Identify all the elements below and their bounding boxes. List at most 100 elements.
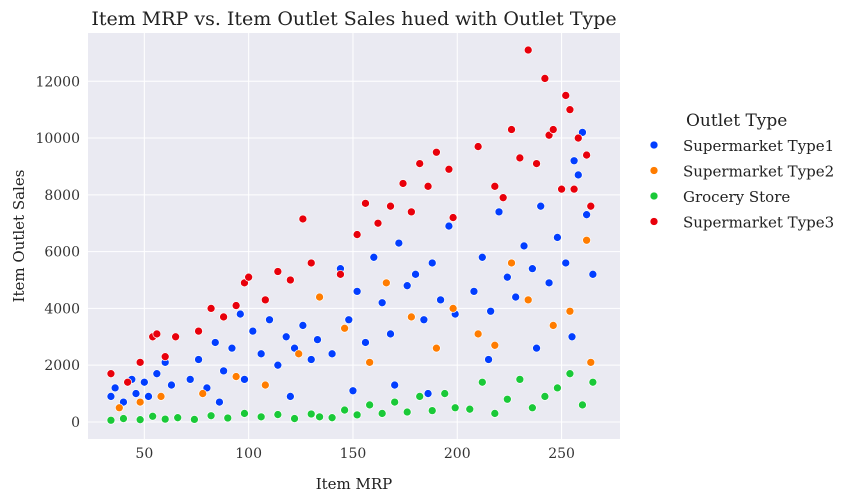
data-point (561, 91, 571, 100)
data-point (390, 397, 400, 407)
data-point (256, 349, 266, 359)
data-point (448, 304, 458, 313)
data-point (352, 410, 362, 420)
data-point (490, 181, 500, 191)
series-1 (114, 235, 596, 413)
data-point (352, 287, 362, 296)
legend-marker (649, 191, 659, 201)
data-point (477, 377, 487, 387)
legend-label: Supermarket Type3 (683, 214, 834, 232)
data-point (244, 272, 253, 282)
data-point (432, 147, 441, 157)
grid-lines (88, 33, 620, 439)
data-point (553, 383, 562, 393)
data-point (381, 278, 391, 288)
data-point (167, 380, 176, 390)
data-point (231, 301, 241, 310)
legend-marker (649, 166, 659, 175)
data-point (423, 389, 433, 398)
data-point (286, 392, 295, 401)
data-point (194, 355, 203, 364)
data-point (315, 292, 324, 302)
data-point (511, 292, 521, 302)
data-point (386, 329, 395, 339)
data-point (139, 377, 149, 387)
data-point (327, 413, 337, 423)
data-point (219, 366, 228, 376)
data-point (440, 389, 450, 398)
data-point (377, 298, 387, 308)
series-2 (106, 369, 598, 425)
data-point (152, 329, 162, 339)
data-point (398, 179, 408, 188)
data-point (336, 269, 345, 279)
legend-marker (649, 140, 659, 150)
legend-marker (649, 217, 659, 226)
data-point (194, 326, 203, 336)
data-point (402, 407, 412, 417)
data-point (490, 340, 500, 350)
data-point (223, 413, 233, 423)
y-tick-label: 6000 (44, 245, 80, 261)
data-point (135, 397, 145, 407)
data-point (114, 403, 124, 413)
data-point (361, 198, 370, 208)
data-point (215, 397, 224, 407)
data-point (210, 338, 220, 347)
data-point (190, 415, 199, 424)
data-point (352, 230, 362, 239)
data-point (565, 369, 575, 379)
data-point (427, 258, 437, 268)
data-point (110, 383, 120, 393)
data-point (123, 377, 132, 387)
data-point (502, 394, 512, 404)
data-point (206, 411, 216, 421)
data-point (148, 411, 158, 421)
data-point (344, 315, 354, 325)
data-point (469, 287, 479, 296)
data-point (523, 45, 533, 55)
data-point (536, 201, 546, 211)
chart-title: Item MRP vs. Item Outlet Sales hued with… (91, 8, 616, 30)
data-point (494, 207, 504, 217)
data-point (553, 233, 562, 242)
data-point (106, 415, 116, 425)
x-tick-label: 200 (444, 446, 471, 462)
data-point (519, 241, 529, 251)
data-point (198, 389, 208, 398)
data-point (582, 210, 591, 220)
x-tick-labels: 50 100 150 200 250 (135, 446, 575, 462)
data-point (260, 295, 270, 305)
data-point (515, 375, 525, 384)
data-point (427, 406, 437, 415)
data-point (348, 386, 358, 396)
y-tick-label: 0 (71, 415, 80, 431)
data-point (502, 272, 512, 282)
data-point (206, 304, 216, 313)
data-point (498, 193, 508, 203)
data-point (540, 74, 550, 83)
data-point (106, 369, 116, 379)
data-point (402, 281, 412, 291)
data-point (411, 269, 420, 279)
data-point (306, 258, 316, 268)
data-point (444, 164, 454, 174)
x-tick-label: 100 (235, 446, 262, 462)
data-point (273, 360, 283, 370)
legend-label: Supermarket Type2 (683, 163, 834, 181)
legend-items: Supermarket Type1 Supermarket Type2 Grocer… (649, 137, 834, 232)
data-point (306, 409, 316, 419)
data-point (340, 405, 349, 415)
data-point (235, 309, 245, 319)
data-point (219, 312, 228, 322)
data-point (290, 414, 299, 423)
data-point (281, 332, 291, 342)
data-point (390, 380, 400, 390)
data-point (436, 295, 445, 305)
legend-label: Grocery Store (683, 188, 790, 206)
data-point (171, 332, 180, 342)
data-point (365, 357, 374, 367)
data-point (340, 323, 349, 333)
data-points (106, 45, 598, 425)
